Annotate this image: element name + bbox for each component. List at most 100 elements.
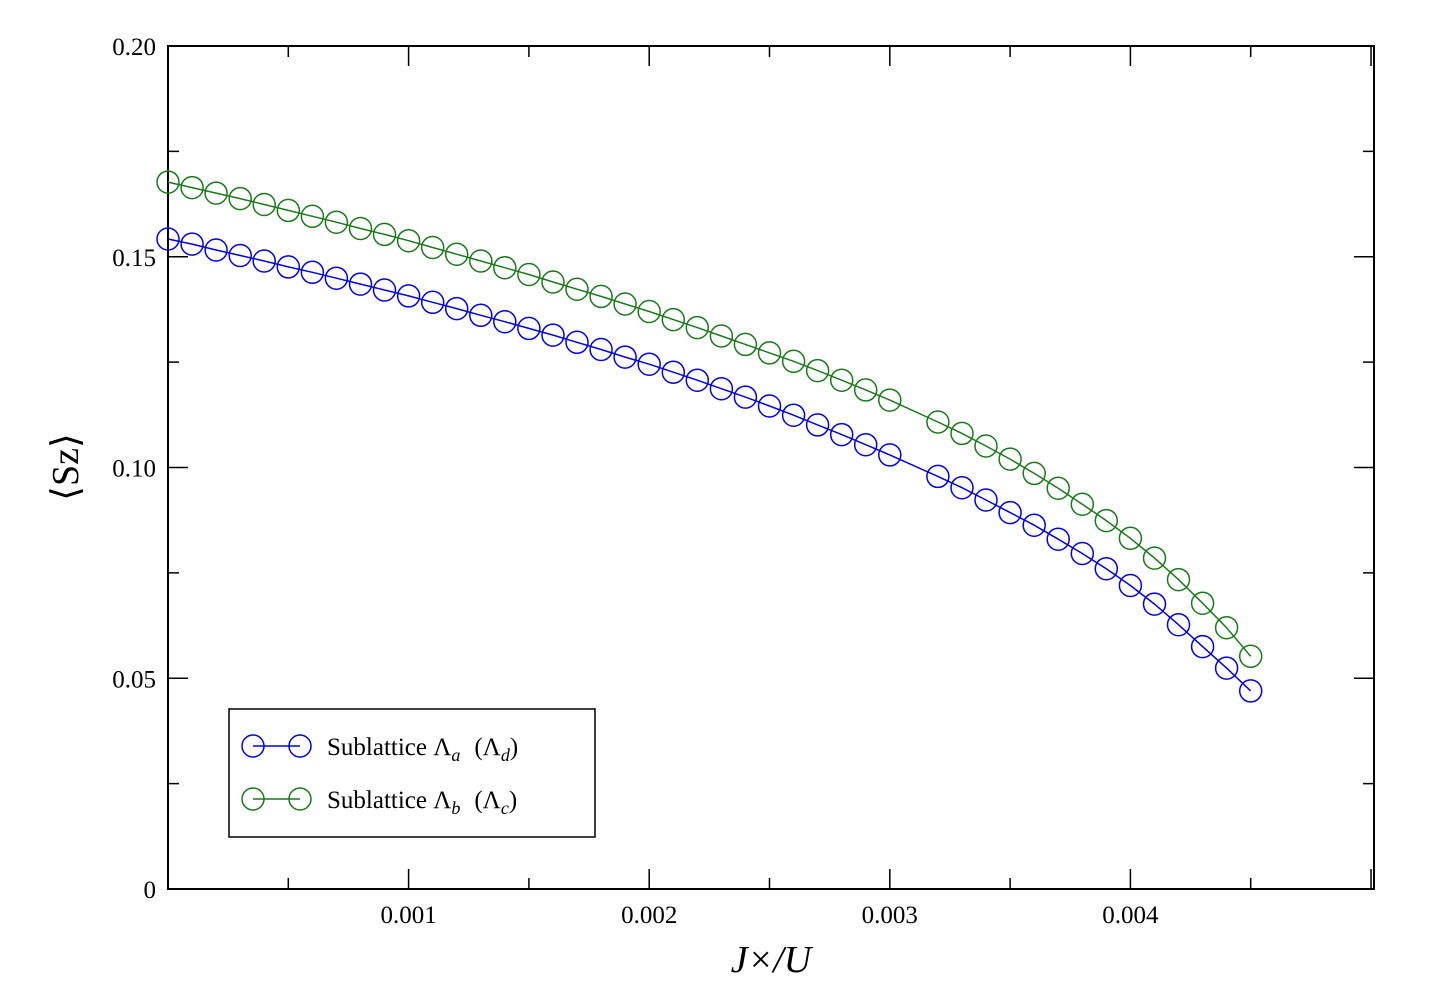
axis-ticks: 0 0.05 0.10 0.15 0.20 0.001 0.002 0.003 0.004 xyxy=(112,34,1374,929)
y-axis-label-text: ⟨Sz⟩ xyxy=(45,433,87,501)
data-point xyxy=(878,443,902,467)
data-point xyxy=(1166,567,1191,592)
data-point xyxy=(348,272,373,296)
data-point xyxy=(276,255,301,279)
y-tick-label: 0.10 xyxy=(112,456,156,483)
data-point xyxy=(156,170,180,194)
data-point xyxy=(853,378,878,402)
series-line xyxy=(167,181,1252,657)
data-point xyxy=(324,266,349,290)
data-point xyxy=(1118,526,1143,551)
data-point xyxy=(613,292,637,316)
data-point xyxy=(541,323,565,347)
data-point xyxy=(589,284,613,309)
data-point xyxy=(1190,591,1215,615)
data-point xyxy=(300,260,325,285)
legend-marker-b-left xyxy=(241,787,265,811)
y-axis-label: ⟨Sz⟩ xyxy=(45,433,87,501)
data-point xyxy=(1238,679,1263,703)
data-point xyxy=(1070,541,1095,566)
legend-box xyxy=(228,708,596,838)
data-point xyxy=(420,235,445,260)
series-a xyxy=(156,227,1263,703)
legend-marker-a-right xyxy=(288,734,312,758)
data-point xyxy=(685,368,710,392)
data-point xyxy=(204,181,228,205)
series-line xyxy=(167,238,1252,692)
x-tick-label: 0.004 xyxy=(1102,902,1159,929)
y-tick-label: 0.20 xyxy=(112,34,156,61)
data-point xyxy=(1142,546,1167,570)
data-point xyxy=(1046,527,1070,551)
data-point xyxy=(444,242,469,266)
x-tick-label: 0.001 xyxy=(380,902,436,929)
data-point xyxy=(565,277,589,301)
data-point xyxy=(1190,634,1215,659)
data-point xyxy=(613,345,637,369)
x-tick-label: 0.003 xyxy=(862,902,918,929)
data-point xyxy=(541,270,565,294)
series-b xyxy=(156,170,1263,669)
data-point xyxy=(950,421,974,446)
data-point xyxy=(829,422,854,447)
data-point xyxy=(228,186,252,211)
data-point xyxy=(1166,612,1191,637)
legend-label-b: Sublattice Λb (Λc) xyxy=(327,787,517,818)
data-point xyxy=(444,296,469,321)
data-point xyxy=(637,299,661,324)
data-point xyxy=(757,341,782,365)
data-point xyxy=(1238,644,1263,669)
x-axis-label: J×/U xyxy=(731,939,814,981)
data-point xyxy=(1094,508,1119,533)
data-point xyxy=(878,388,902,412)
data-point xyxy=(372,222,397,247)
y-tick-label: 0.05 xyxy=(112,666,156,693)
data-point xyxy=(926,410,950,434)
data-point xyxy=(252,192,276,217)
data-point xyxy=(396,228,421,253)
data-point xyxy=(1046,476,1070,500)
data-point xyxy=(781,403,806,427)
data-point xyxy=(781,349,806,374)
data-point xyxy=(300,204,325,229)
data-point xyxy=(156,227,180,251)
data-point xyxy=(1142,592,1167,616)
data-point xyxy=(180,232,204,256)
data-point xyxy=(372,278,397,302)
legend-entry-b: Sublattice Λb (Λc) xyxy=(241,787,517,818)
data-point xyxy=(998,447,1022,471)
data-point xyxy=(805,358,830,383)
data-point xyxy=(589,337,613,362)
data-point xyxy=(661,307,686,332)
data-point xyxy=(517,262,541,287)
data-point xyxy=(1094,556,1119,581)
data-point xyxy=(348,216,373,241)
data-point xyxy=(974,488,998,512)
y-tick-label: 0.15 xyxy=(112,245,156,272)
y-tick-label: 0 xyxy=(144,877,157,904)
data-point xyxy=(974,434,998,458)
data-point xyxy=(1118,573,1143,598)
data-point xyxy=(324,210,349,234)
legend-marker-a-left xyxy=(241,734,265,758)
data-point xyxy=(805,413,830,437)
data-point xyxy=(252,249,276,273)
data-point xyxy=(685,315,710,340)
data-point xyxy=(228,243,252,268)
data-point xyxy=(420,290,445,315)
series-layer xyxy=(156,170,1263,703)
data-point xyxy=(493,309,517,334)
data-point xyxy=(950,475,974,500)
x-tick-label: 0.002 xyxy=(621,902,677,929)
data-point xyxy=(469,249,493,273)
data-point xyxy=(733,332,758,357)
data-point xyxy=(396,284,421,308)
data-point xyxy=(829,368,854,392)
data-point xyxy=(180,175,204,200)
data-point xyxy=(926,464,950,489)
legend: Sublattice Λa (Λd) Sublattice Λb (Λc) xyxy=(228,708,596,838)
legend-entry-a: Sublattice Λa (Λd) xyxy=(241,734,518,765)
svg-text:⟨Sz⟩: ⟨Sz⟩ xyxy=(45,433,87,501)
data-point xyxy=(853,432,878,457)
